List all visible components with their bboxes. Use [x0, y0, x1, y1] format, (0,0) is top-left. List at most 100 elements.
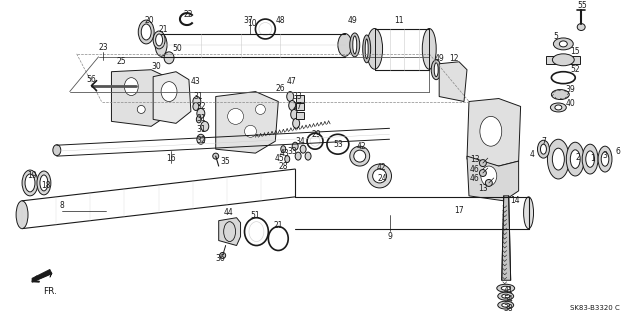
Text: 55: 55	[577, 1, 587, 10]
Text: 48: 48	[275, 16, 285, 25]
Ellipse shape	[212, 153, 219, 159]
Polygon shape	[32, 269, 52, 282]
Text: 43: 43	[191, 77, 201, 86]
Text: 4: 4	[530, 150, 535, 159]
Ellipse shape	[538, 140, 549, 158]
Ellipse shape	[156, 34, 163, 46]
Ellipse shape	[540, 144, 547, 154]
Text: 35: 35	[221, 157, 230, 166]
Text: 24: 24	[378, 174, 387, 183]
Text: 11: 11	[394, 16, 403, 25]
Ellipse shape	[285, 156, 290, 163]
Text: 52: 52	[570, 65, 580, 74]
Polygon shape	[467, 99, 520, 166]
Polygon shape	[547, 56, 580, 64]
Text: 38: 38	[504, 304, 513, 313]
Text: 42: 42	[377, 163, 387, 172]
Text: 49: 49	[435, 54, 444, 63]
Text: 13: 13	[478, 184, 488, 193]
Polygon shape	[153, 72, 191, 123]
Polygon shape	[111, 70, 166, 126]
Text: 25: 25	[116, 57, 126, 66]
Text: 5: 5	[553, 33, 558, 41]
Text: 10: 10	[248, 19, 257, 27]
Polygon shape	[467, 156, 518, 201]
Text: 19: 19	[27, 172, 37, 181]
Text: 32: 32	[196, 136, 205, 145]
Text: 7: 7	[541, 137, 547, 146]
Ellipse shape	[300, 145, 306, 153]
Ellipse shape	[502, 294, 509, 298]
Text: 20: 20	[145, 16, 154, 25]
Ellipse shape	[555, 105, 562, 110]
Text: 31: 31	[196, 114, 205, 123]
Ellipse shape	[554, 38, 573, 50]
Ellipse shape	[155, 33, 167, 56]
Ellipse shape	[552, 90, 569, 100]
Ellipse shape	[40, 175, 48, 191]
Text: 16: 16	[166, 154, 176, 163]
Ellipse shape	[244, 125, 257, 137]
Text: 34: 34	[295, 137, 305, 146]
Ellipse shape	[137, 106, 145, 114]
Ellipse shape	[292, 118, 300, 128]
Ellipse shape	[552, 148, 564, 170]
Text: 33: 33	[292, 92, 302, 101]
Text: 18: 18	[41, 182, 51, 190]
Text: 33: 33	[287, 147, 297, 156]
Ellipse shape	[281, 146, 285, 153]
Ellipse shape	[287, 92, 294, 101]
Ellipse shape	[16, 201, 28, 229]
Ellipse shape	[138, 20, 154, 44]
Polygon shape	[219, 218, 241, 246]
Text: 40: 40	[565, 99, 575, 108]
Ellipse shape	[498, 301, 514, 309]
Text: 42: 42	[357, 142, 367, 151]
Ellipse shape	[365, 39, 368, 59]
Ellipse shape	[220, 252, 226, 258]
Ellipse shape	[197, 134, 205, 144]
Ellipse shape	[577, 24, 585, 31]
Text: FR.: FR.	[43, 287, 57, 296]
Ellipse shape	[497, 284, 515, 292]
Ellipse shape	[485, 180, 492, 186]
Ellipse shape	[291, 109, 298, 119]
Text: 17: 17	[454, 206, 464, 215]
Ellipse shape	[363, 35, 371, 63]
Text: 2: 2	[576, 152, 580, 162]
Text: 26: 26	[275, 84, 285, 93]
Text: 15: 15	[570, 47, 580, 56]
Ellipse shape	[22, 170, 38, 196]
Ellipse shape	[289, 100, 296, 110]
Text: 39: 39	[565, 85, 575, 94]
Text: 50: 50	[172, 44, 182, 53]
Text: 27: 27	[292, 102, 302, 111]
Text: 51: 51	[251, 211, 260, 220]
Text: 3: 3	[603, 151, 607, 160]
Text: 6: 6	[616, 147, 620, 156]
Text: 30: 30	[151, 62, 161, 71]
Ellipse shape	[53, 145, 61, 156]
Text: 46: 46	[470, 165, 480, 174]
Text: 46: 46	[470, 174, 480, 183]
Ellipse shape	[201, 121, 209, 131]
Ellipse shape	[422, 28, 436, 69]
Bar	[296, 94, 304, 101]
Text: 8: 8	[60, 201, 64, 210]
Ellipse shape	[479, 160, 486, 167]
Ellipse shape	[552, 54, 574, 66]
Ellipse shape	[153, 31, 165, 49]
Ellipse shape	[197, 108, 205, 118]
Ellipse shape	[350, 33, 360, 57]
Polygon shape	[439, 62, 467, 101]
Ellipse shape	[547, 139, 569, 179]
Text: 28: 28	[278, 161, 288, 171]
Ellipse shape	[295, 152, 301, 160]
Text: 21: 21	[273, 221, 283, 230]
Ellipse shape	[431, 60, 441, 80]
Ellipse shape	[481, 166, 497, 186]
Bar	[296, 112, 304, 119]
Text: 21: 21	[158, 26, 168, 34]
Text: 44: 44	[224, 208, 234, 217]
Text: 56: 56	[86, 75, 97, 84]
